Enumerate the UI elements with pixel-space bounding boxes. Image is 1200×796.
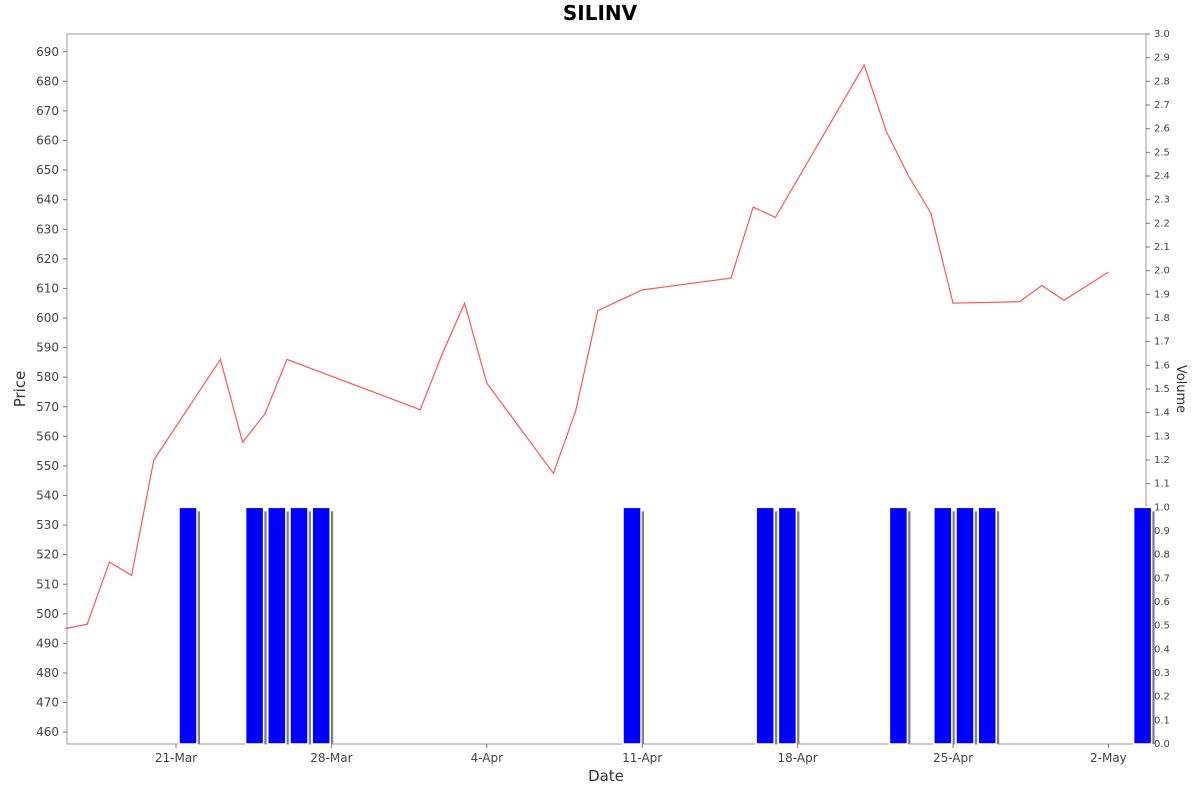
volume-tick-label: 0.6 bbox=[1154, 597, 1170, 608]
price-tick-label: 530 bbox=[36, 518, 59, 532]
volume-bar bbox=[955, 506, 975, 745]
volume-tick-label: 1.9 bbox=[1154, 289, 1170, 300]
price-line-group bbox=[64, 63, 1109, 630]
volume-tick-label: 1.3 bbox=[1154, 431, 1170, 442]
volume-tick-label: 0.0 bbox=[1154, 739, 1170, 750]
volume-bars bbox=[178, 506, 1155, 745]
volume-bar bbox=[267, 506, 287, 745]
volume-tick-label: 0.3 bbox=[1154, 668, 1170, 679]
volume-tick-label: 2.1 bbox=[1154, 242, 1170, 253]
price-line bbox=[64, 63, 1109, 630]
volume-bar bbox=[755, 506, 775, 745]
price-tick-label: 550 bbox=[36, 459, 59, 473]
price-tick-label: 460 bbox=[36, 725, 59, 739]
volume-tick-label: 1.7 bbox=[1154, 337, 1170, 348]
volume-tick-label: 2.5 bbox=[1154, 147, 1170, 158]
volume-bar bbox=[977, 506, 997, 745]
volume-bar bbox=[1132, 506, 1153, 745]
volume-bar bbox=[178, 506, 198, 745]
volume-bar bbox=[311, 506, 331, 745]
price-tick-label: 480 bbox=[36, 666, 59, 680]
date-tick-label: 28-Mar bbox=[310, 751, 352, 765]
price-tick-label: 640 bbox=[36, 193, 59, 207]
volume-tick-label: 2.0 bbox=[1154, 266, 1170, 277]
volume-tick-label: 1.2 bbox=[1154, 455, 1170, 466]
price-tick-label: 680 bbox=[36, 74, 59, 88]
price-tick-label: 660 bbox=[36, 134, 59, 148]
price-tick-label: 580 bbox=[36, 370, 59, 384]
volume-tick-label: 1.4 bbox=[1154, 408, 1170, 419]
date-tick-label: 11-Apr bbox=[622, 751, 662, 765]
price-tick-label: 470 bbox=[36, 696, 59, 710]
price-tick-label: 630 bbox=[36, 222, 59, 236]
volume-tick-label: 1.8 bbox=[1154, 313, 1170, 324]
volume-tick-label: 2.8 bbox=[1154, 76, 1170, 87]
volume-tick-label: 0.5 bbox=[1154, 621, 1170, 632]
price-tick-label: 500 bbox=[36, 607, 59, 621]
y2-axis-label: Volume bbox=[1173, 365, 1188, 413]
volume-bar bbox=[933, 506, 953, 745]
date-tick-label: 25-Apr bbox=[933, 751, 973, 765]
volume-tick-label: 0.9 bbox=[1154, 526, 1170, 537]
volume-tick-label: 2.6 bbox=[1154, 124, 1170, 135]
chart-title: SILINV bbox=[563, 1, 638, 25]
volume-tick-label: 1.6 bbox=[1154, 360, 1170, 371]
price-tick-label: 560 bbox=[36, 429, 59, 443]
date-axis: 21-Mar 28-Mar 4-Apr 11-Apr 18-Apr 25-Apr 2-May bbox=[155, 744, 1127, 765]
volume-tick-label: 2.7 bbox=[1154, 100, 1170, 111]
volume-bar bbox=[888, 506, 909, 745]
volume-tick-label: 0.1 bbox=[1154, 715, 1170, 726]
volume-tick-label: 1.1 bbox=[1154, 479, 1170, 490]
volume-tick-label: 0.2 bbox=[1154, 692, 1170, 703]
volume-tick-label: 0.4 bbox=[1154, 644, 1170, 655]
volume-bar bbox=[289, 506, 309, 745]
date-tick-label: 18-Apr bbox=[778, 751, 818, 765]
price-tick-label: 620 bbox=[36, 252, 59, 266]
volume-tick-label: 2.9 bbox=[1154, 53, 1170, 64]
price-tick-label: 650 bbox=[36, 163, 59, 177]
price-tick-label: 540 bbox=[36, 489, 59, 503]
price-tick-label: 690 bbox=[36, 45, 59, 59]
volume-bar bbox=[244, 506, 265, 745]
price-tick-label: 570 bbox=[36, 400, 59, 414]
price-tick-label: 510 bbox=[36, 577, 59, 591]
date-tick-label: 4-Apr bbox=[471, 751, 504, 765]
price-axis: 460 470 480 490 500 510 520 530 540 550 560 570 580 5… bbox=[36, 45, 67, 739]
price-tick-label: 610 bbox=[36, 281, 59, 295]
y-axis-label: Price bbox=[11, 371, 29, 408]
volume-axis: 0.0 0.1 0.2 0.3 0.4 0.5 0.6 0.7 0.8 0.9 1.0 1.1 1.2 1… bbox=[1146, 29, 1170, 750]
price-tick-label: 490 bbox=[36, 636, 59, 650]
x-axis-label: Date bbox=[588, 767, 624, 785]
volume-tick-label: 3.0 bbox=[1154, 29, 1170, 40]
volume-tick-label: 1.0 bbox=[1154, 502, 1170, 513]
volume-tick-label: 1.5 bbox=[1154, 384, 1170, 395]
volume-tick-label: 0.7 bbox=[1154, 573, 1170, 584]
price-tick-label: 520 bbox=[36, 548, 59, 562]
volume-tick-label: 2.4 bbox=[1154, 171, 1170, 182]
price-tick-label: 670 bbox=[36, 104, 59, 118]
price-tick-label: 590 bbox=[36, 341, 59, 355]
volume-tick-label: 0.8 bbox=[1154, 550, 1170, 561]
volume-bar bbox=[622, 506, 642, 745]
date-tick-label: 21-Mar bbox=[155, 751, 197, 765]
price-tick-label: 600 bbox=[36, 311, 59, 325]
volume-bar bbox=[777, 506, 798, 745]
volume-tick-label: 2.2 bbox=[1154, 218, 1170, 229]
date-tick-label: 2-May bbox=[1090, 751, 1127, 765]
volume-tick-label: 2.3 bbox=[1154, 195, 1170, 206]
